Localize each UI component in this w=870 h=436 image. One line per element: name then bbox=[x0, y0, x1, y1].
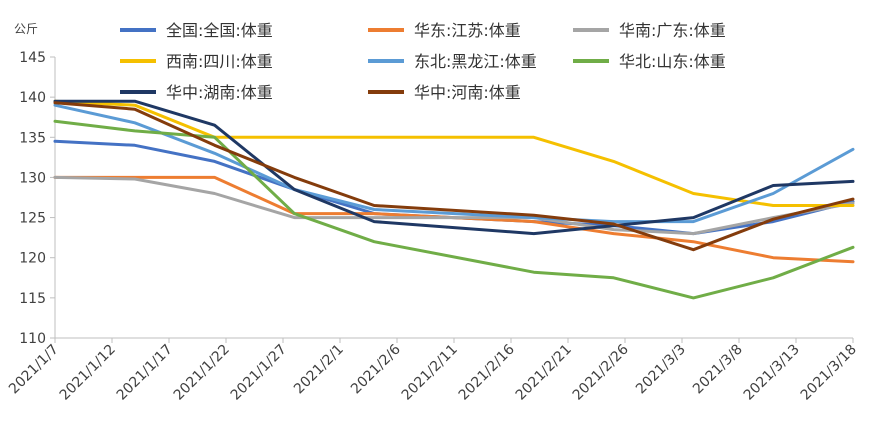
legend-label-5: 华北:山东:体重 bbox=[619, 52, 726, 71]
x-tick-label: 2021/2/21 bbox=[513, 342, 575, 404]
x-tick-label: 2021/3/18 bbox=[798, 342, 860, 404]
x-tick-label: 2021/3/3 bbox=[633, 342, 689, 398]
series-line-7 bbox=[53, 101, 855, 252]
series-line-1 bbox=[53, 175, 855, 264]
y-tick-label: 110 bbox=[19, 331, 46, 347]
legend-label-1: 华东:江苏:体重 bbox=[414, 21, 521, 40]
series-line-6 bbox=[53, 99, 855, 236]
legend-label-7: 华中:河南:体重 bbox=[414, 83, 521, 102]
series-line-4 bbox=[53, 103, 855, 224]
y-unit-label: 公斤 bbox=[14, 22, 38, 36]
y-tick-label: 120 bbox=[19, 251, 46, 267]
x-tick-label: 2021/3/13 bbox=[741, 342, 803, 404]
x-tick-label: 2021/1/7 bbox=[6, 342, 62, 398]
series-lines bbox=[53, 99, 855, 300]
x-tick-label: 2021/1/17 bbox=[114, 342, 176, 404]
legend-label-6: 华中:湖南:体重 bbox=[166, 83, 273, 102]
legend-label-0: 全国:全国:体重 bbox=[166, 21, 273, 40]
series-line-5 bbox=[53, 119, 855, 300]
y-tick-label: 125 bbox=[19, 211, 46, 227]
x-tick-label: 2021/1/27 bbox=[228, 342, 290, 404]
x-tick-label: 2021/2/11 bbox=[399, 342, 461, 404]
y-tick-label: 130 bbox=[19, 170, 46, 186]
x-tick-label: 2021/1/22 bbox=[171, 342, 233, 404]
series-line-2 bbox=[53, 175, 855, 236]
y-tick-label: 145 bbox=[19, 50, 46, 66]
x-tick-label: 2021/2/6 bbox=[348, 341, 404, 397]
legend-label-2: 华南:广东:体重 bbox=[619, 21, 726, 40]
series-line-3 bbox=[53, 99, 855, 207]
y-tick-label: 115 bbox=[19, 291, 46, 307]
legend-label-4: 东北:黑龙江:体重 bbox=[414, 52, 537, 71]
x-tick-label: 2021/1/12 bbox=[57, 342, 119, 404]
x-tick-label: 2021/2/1 bbox=[291, 342, 347, 398]
y-tick-label: 140 bbox=[19, 90, 46, 106]
x-tick-label: 2021/3/8 bbox=[690, 342, 746, 398]
x-tick-label: 2021/2/16 bbox=[456, 341, 518, 403]
x-tick-label: 2021/2/26 bbox=[570, 341, 632, 403]
y-tick-label: 135 bbox=[19, 130, 46, 146]
legend-label-3: 西南:四川:体重 bbox=[166, 52, 273, 71]
